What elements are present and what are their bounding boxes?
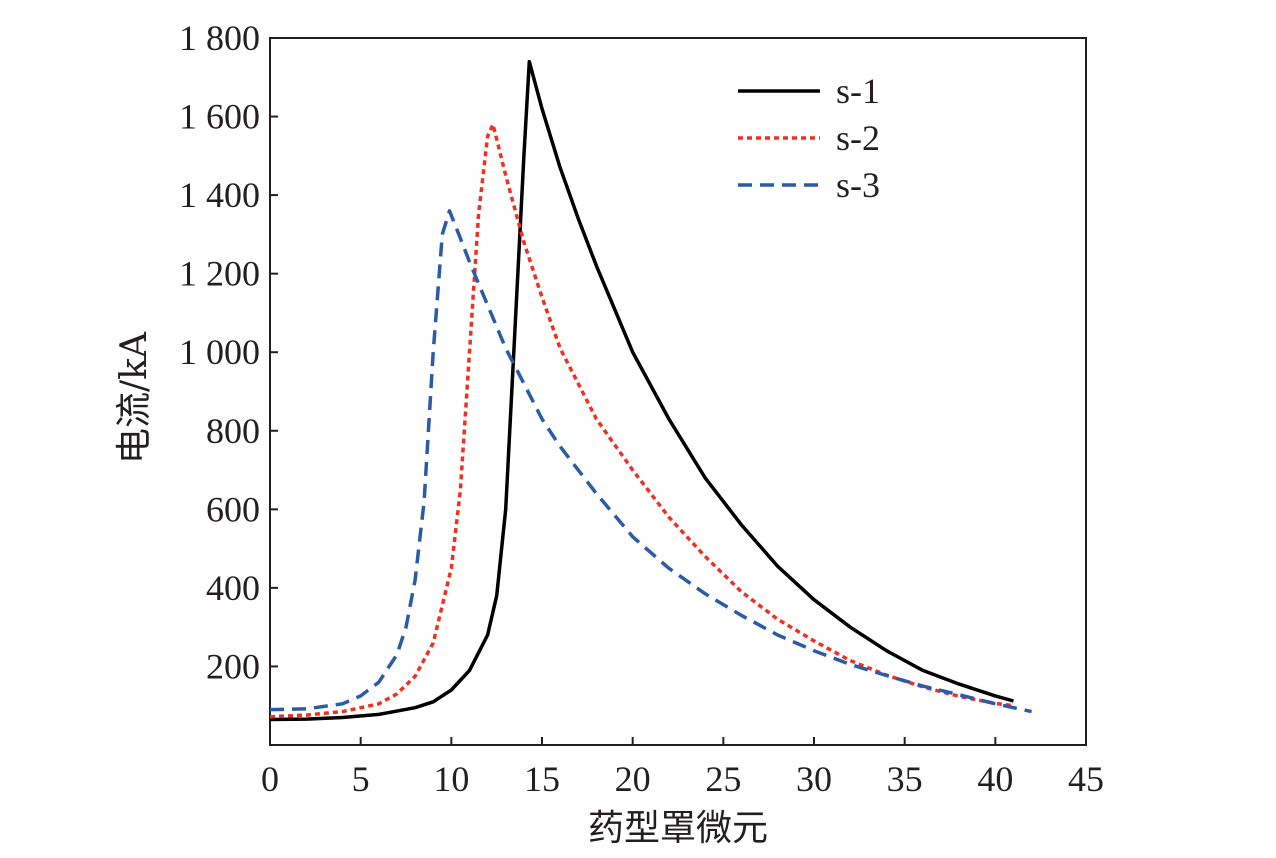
y-axis-title: 电流/kA — [114, 331, 155, 464]
x-tick-label: 40 — [977, 759, 1013, 799]
y-tick-label: 200 — [206, 646, 260, 686]
x-tick-label: 0 — [261, 759, 279, 799]
x-tick-label: 25 — [705, 759, 741, 799]
y-tick-label: 1 600 — [179, 97, 260, 137]
y-tick-label: 800 — [206, 411, 260, 451]
legend-label-s-3: s-3 — [836, 165, 880, 205]
y-tick-label: 1 000 — [179, 332, 260, 372]
x-tick-label: 10 — [433, 759, 469, 799]
x-tick-label: 5 — [352, 759, 370, 799]
series-line-s-3 — [269, 209, 1032, 714]
y-tick-label: 1 800 — [179, 18, 260, 58]
x-tick-label: 30 — [796, 759, 832, 799]
y-tick-label: 600 — [206, 489, 260, 529]
legend-label-s-2: s-2 — [836, 118, 880, 158]
x-axis-title: 药型罩微元 — [588, 808, 768, 849]
y-tick-label: 1 200 — [179, 254, 260, 294]
series-line-s-2 — [269, 122, 1014, 719]
x-tick-label: 20 — [615, 759, 651, 799]
y-tick-label: 400 — [206, 568, 260, 608]
series-line-s-1 — [269, 59, 1014, 722]
x-tick-label: 45 — [1068, 759, 1104, 799]
plot-area-frame — [269, 37, 1087, 746]
legend-label-s-1: s-1 — [836, 71, 880, 111]
y-tick-label: 1 400 — [179, 175, 260, 215]
x-tick-label: 15 — [524, 759, 560, 799]
x-tick-label: 35 — [887, 759, 923, 799]
